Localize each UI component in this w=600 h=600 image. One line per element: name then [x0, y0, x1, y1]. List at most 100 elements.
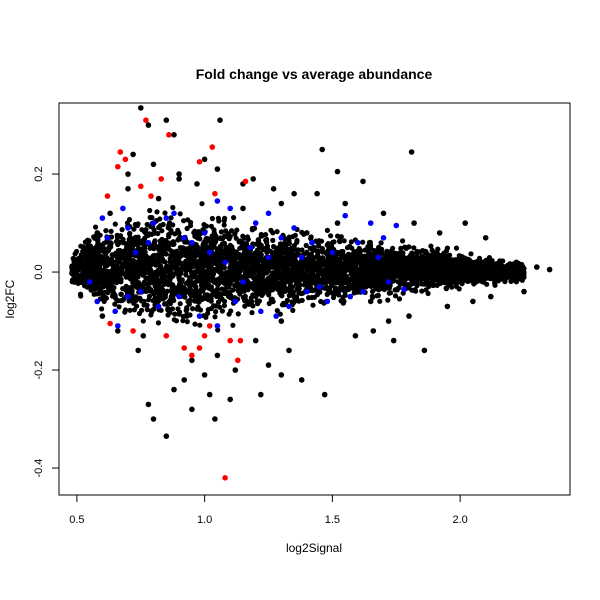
bulk-point [290, 307, 296, 313]
bulk-point [299, 247, 305, 253]
bulk-point [219, 308, 225, 314]
bulk-point [306, 252, 312, 258]
bulk-point [454, 284, 460, 290]
bulk-point [392, 293, 399, 299]
bulk-point [198, 253, 204, 260]
bulk-point [422, 250, 428, 256]
bulk-point [212, 314, 218, 320]
data-point [138, 105, 144, 111]
bulk-point [93, 261, 99, 267]
data-point [145, 401, 152, 408]
bulk-point [192, 249, 198, 255]
bulk-point [284, 297, 290, 303]
data-point [104, 193, 111, 199]
bulk-point [398, 266, 405, 272]
bulk-point [221, 240, 228, 246]
bulk-point [159, 274, 165, 280]
bulk-point [375, 265, 381, 271]
bulk-point [470, 271, 476, 277]
bulk-point [114, 297, 120, 303]
bulk-point-cloud [69, 201, 527, 333]
bulk-point [255, 237, 261, 243]
bulk-point [451, 270, 457, 276]
bulk-point [435, 246, 441, 252]
data-point [138, 183, 144, 190]
bulk-point [146, 297, 152, 303]
data-point [189, 357, 195, 364]
bulk-point [161, 281, 167, 287]
bulk-point [350, 285, 356, 292]
bulk-point [284, 255, 290, 261]
bulk-point [218, 274, 224, 280]
data-point [314, 190, 320, 197]
bulk-point [95, 241, 101, 247]
bulk-point [272, 270, 278, 276]
bulk-point [171, 317, 177, 323]
bulk-point [268, 275, 274, 281]
bulk-point [145, 232, 151, 238]
bulk-point [330, 239, 336, 245]
bulk-point [268, 227, 274, 233]
bulk-point [255, 301, 261, 307]
bulk-point [359, 260, 365, 266]
bulk-point [209, 215, 215, 222]
bulk-point [215, 327, 221, 333]
bulk-point [210, 271, 216, 277]
bulk-point [371, 260, 377, 266]
bulk-point [163, 251, 169, 257]
bulk-point [221, 222, 227, 228]
bulk-point [205, 310, 211, 316]
bulk-point [394, 287, 400, 293]
bulk-point [203, 244, 209, 250]
bulk-point [131, 265, 137, 271]
bulk-point [86, 238, 92, 244]
bulk-point [138, 257, 144, 263]
data-point [319, 146, 326, 153]
data-point [143, 117, 149, 123]
bulk-point [280, 300, 287, 306]
data-point [150, 161, 157, 168]
bulk-point [209, 265, 215, 271]
y-axis-label: log2FC [3, 279, 17, 318]
bulk-point [73, 275, 80, 281]
bulk-point [348, 239, 354, 245]
bulk-point [453, 245, 460, 251]
bulk-point [461, 274, 467, 281]
bulk-point [250, 303, 256, 309]
data-point [334, 220, 341, 226]
bulk-point [238, 288, 244, 294]
bulk-point [391, 250, 397, 256]
bulk-point [181, 218, 187, 224]
bulk-point [249, 310, 255, 316]
bulk-point [265, 284, 272, 290]
bulk-point [409, 258, 415, 264]
data-point [360, 288, 366, 295]
bulk-point [112, 221, 118, 227]
x-tick-label: 0.5 [69, 514, 84, 526]
bulk-point [211, 243, 217, 249]
bulk-point [274, 229, 280, 235]
data-point [166, 132, 172, 138]
bulk-point [428, 263, 434, 269]
bulk-point [321, 272, 327, 278]
bulk-point [514, 266, 521, 273]
bulk-point [337, 238, 343, 244]
bulk-point [201, 239, 208, 245]
bulk-point [377, 298, 383, 304]
bulk-point [148, 288, 154, 294]
data-point [309, 239, 315, 246]
bulk-point [120, 286, 126, 292]
bulk-point [135, 221, 141, 227]
bulk-point [125, 265, 132, 271]
data-point [470, 298, 476, 305]
bulk-point [480, 262, 486, 268]
bulk-point [456, 276, 462, 282]
bulk-point [164, 264, 170, 270]
data-point [367, 298, 374, 305]
bulk-point [395, 279, 401, 285]
bulk-point [382, 253, 388, 259]
bulk-point [407, 263, 413, 269]
bulk-point [252, 225, 258, 231]
bulk-point [345, 258, 351, 264]
data-point [171, 386, 177, 393]
